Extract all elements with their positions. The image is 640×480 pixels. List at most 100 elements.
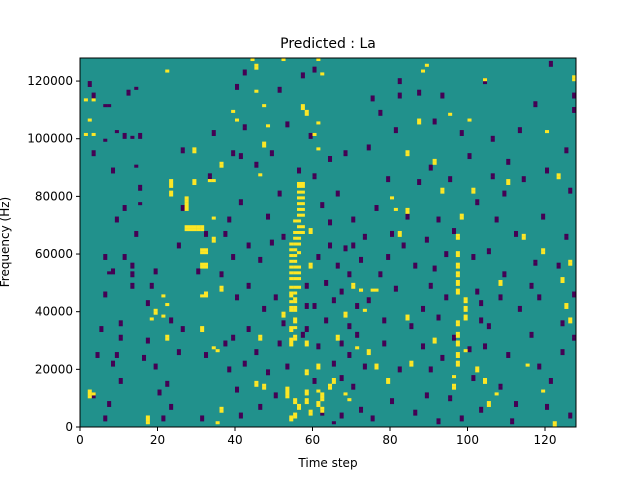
heatmap-cell-high xyxy=(297,403,302,407)
x-axis-label: Time step xyxy=(297,456,357,470)
heatmap-cell-low xyxy=(545,170,550,174)
heatmap-cell-high xyxy=(300,207,305,211)
heatmap-cell-low xyxy=(421,346,426,350)
heatmap-cell-high xyxy=(572,75,577,79)
heatmap-cell-high xyxy=(169,190,174,194)
heatmap-cell-high xyxy=(541,251,546,255)
heatmap-cell-low xyxy=(490,138,495,142)
heatmap-cell-high xyxy=(293,242,298,246)
heatmap-cell-low xyxy=(517,127,522,131)
heatmap-cell-low xyxy=(436,418,441,422)
heatmap-cell-low xyxy=(486,326,491,330)
heatmap-cell-high xyxy=(211,346,216,350)
heatmap-cell-low xyxy=(533,262,538,266)
heatmap-cell-low xyxy=(498,294,503,298)
y-tick-label: 80000 xyxy=(35,189,73,203)
heatmap-cell-high xyxy=(200,265,205,269)
heatmap-cell-low xyxy=(378,109,383,113)
heatmap-cell-high xyxy=(300,181,305,185)
heatmap-cell-low xyxy=(452,228,457,232)
heatmap-cell-low xyxy=(351,219,356,223)
heatmap-cell-high xyxy=(432,158,437,162)
heatmap-cell-high xyxy=(455,340,460,344)
heatmap-cell-high xyxy=(145,415,150,419)
heatmap-cell-low xyxy=(386,176,391,180)
heatmap-cell-low xyxy=(118,334,123,338)
heatmap-cell-low xyxy=(335,193,340,197)
heatmap-cell-low xyxy=(114,130,119,134)
heatmap-cell-low xyxy=(436,314,441,318)
heatmap-cell-high xyxy=(293,219,298,223)
heatmap-cell-low xyxy=(548,63,553,67)
heatmap-cell-high xyxy=(316,366,321,370)
heatmap-cell-low xyxy=(107,104,112,108)
heatmap-cell-high xyxy=(262,144,267,148)
heatmap-cell-low xyxy=(231,150,236,154)
heatmap-cell-low xyxy=(351,386,356,390)
heatmap-cell-high xyxy=(421,69,426,73)
heatmap-cell-high xyxy=(289,294,294,298)
heatmap-cell-low xyxy=(475,291,480,295)
heatmap-cell-high xyxy=(211,236,216,240)
heatmap-cell-high xyxy=(498,282,503,286)
heatmap-cell-low xyxy=(448,398,453,402)
heatmap-cell-low xyxy=(355,331,360,335)
heatmap-cell-low xyxy=(107,271,112,275)
heatmap-cell-low xyxy=(355,334,360,338)
heatmap-cell-low xyxy=(572,92,577,96)
heatmap-cell-low xyxy=(266,213,271,217)
heatmap-cell-high xyxy=(293,320,298,324)
heatmap-cell-high xyxy=(254,66,259,70)
heatmap-cell-low xyxy=(347,352,352,356)
chart-title: Predicted : La xyxy=(280,36,376,52)
heatmap-cell-high xyxy=(192,179,197,183)
heatmap-cell-high xyxy=(293,297,298,301)
heatmap-cell-low xyxy=(370,418,375,422)
heatmap-cell-low xyxy=(304,326,309,330)
heatmap-cell-low xyxy=(91,92,96,96)
heatmap-cell-low xyxy=(258,259,263,263)
heatmap-cell-low xyxy=(297,167,302,171)
heatmap-cell-high xyxy=(370,288,375,292)
heatmap-cell-low xyxy=(254,352,259,356)
heatmap-cell-high xyxy=(285,392,290,396)
heatmap-cell-high xyxy=(347,398,352,402)
heatmap-cell-low xyxy=(180,147,185,151)
heatmap-cell-low xyxy=(149,285,154,289)
heatmap-cell-low xyxy=(424,239,429,243)
heatmap-cell-high xyxy=(343,311,348,315)
heatmap-cell-low xyxy=(444,251,449,255)
heatmap-cell-high xyxy=(328,386,333,390)
heatmap-cell-low xyxy=(269,242,274,246)
heatmap-cell-low xyxy=(359,406,364,410)
heatmap-cell-low xyxy=(103,104,108,108)
heatmap-cell-low xyxy=(467,346,472,350)
heatmap-cell-low xyxy=(405,213,410,217)
heatmap-cell-low xyxy=(382,343,387,347)
heatmap-cell-low xyxy=(529,331,534,335)
heatmap-cell-low xyxy=(277,89,282,93)
heatmap-cell-high xyxy=(432,340,437,344)
x-tick-label: 40 xyxy=(227,433,242,447)
heatmap-cell-high xyxy=(87,395,92,399)
heatmap-cell-low xyxy=(393,285,398,289)
heatmap-cell-low xyxy=(254,161,259,165)
heatmap-cell-low xyxy=(180,205,185,209)
heatmap-cell-low xyxy=(227,366,232,370)
heatmap-cell-high xyxy=(405,207,410,211)
heatmap-cell-high xyxy=(331,377,336,382)
heatmap-cell-high xyxy=(463,305,468,309)
heatmap-cell-low xyxy=(421,305,426,309)
heatmap-cell-high xyxy=(165,334,170,338)
heatmap-cell-low xyxy=(320,205,325,209)
heatmap-cell-low xyxy=(459,130,464,134)
heatmap-cell-low xyxy=(378,112,383,116)
heatmap-cell-low xyxy=(122,205,127,209)
heatmap-cell-high xyxy=(405,317,410,321)
heatmap-cell-high xyxy=(455,354,460,358)
heatmap-cell-high xyxy=(455,282,460,286)
heatmap-cell-high xyxy=(211,239,216,243)
heatmap-cell-low xyxy=(312,69,317,73)
heatmap-cell-high xyxy=(231,109,236,113)
heatmap-cell-low xyxy=(258,406,263,410)
